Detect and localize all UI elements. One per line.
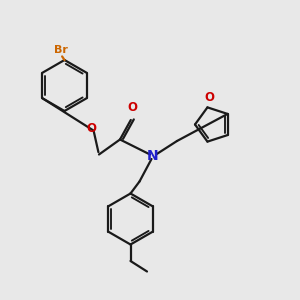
Text: O: O xyxy=(127,101,137,114)
Text: N: N xyxy=(147,149,159,163)
Text: O: O xyxy=(86,122,97,136)
Text: Br: Br xyxy=(54,45,68,55)
Text: O: O xyxy=(204,92,214,104)
